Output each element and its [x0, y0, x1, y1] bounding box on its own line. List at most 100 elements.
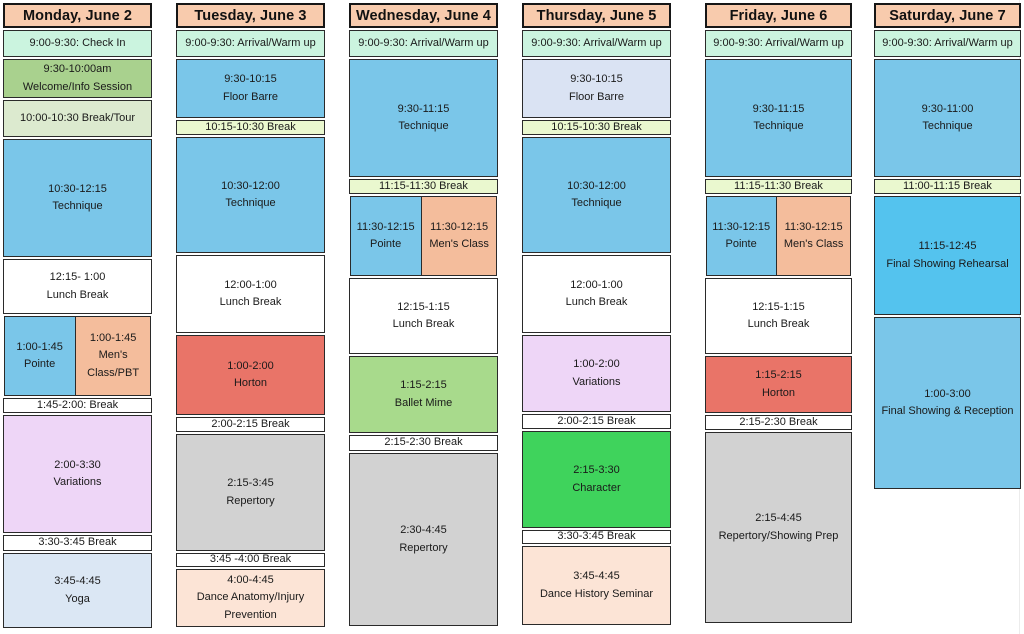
event-block[interactable]: 10:00-10:30 Break/Tour [3, 100, 152, 137]
event-block[interactable]: 2:00-3:30 Variations [3, 415, 152, 533]
day-column: Wednesday, June 4 9:00-9:30: Arrival/Warm… [349, 3, 498, 628]
event-text-line: 3:45 -4:00 Break [209, 553, 292, 566]
event-text-line: 9:30-11:15 [397, 102, 450, 115]
event-block[interactable]: 10:30-12:15 Technique [3, 139, 152, 257]
event-block[interactable]: 10:30-12:00 Technique [522, 137, 671, 253]
event-block[interactable]: 12:00-1:00 Lunch Break [522, 255, 671, 333]
event-block[interactable]: 1:00-2:00 Variations [522, 335, 671, 412]
event-block[interactable]: 9:30-11:15 Technique [349, 59, 498, 177]
event-text-line: Repertory [226, 494, 275, 507]
event-text-line: 12:00-1:00 [570, 278, 623, 291]
event-text-line: 9:00-9:30: Arrival/Warm up [358, 36, 489, 49]
event-block[interactable]: 9:30-11:00 Technique [874, 59, 1021, 177]
event-block[interactable]: 12:00-1:00 Lunch Break [176, 255, 325, 333]
event-text-line: 11:30-12:15 [356, 220, 415, 233]
event-block[interactable]: 9:00-9:30: Arrival/Warm up [349, 30, 498, 57]
event-text-line: 9:00-9:30: Arrival/Warm up [531, 36, 662, 49]
event-block[interactable]: 3:30-3:45 Break [522, 530, 671, 544]
event-block[interactable]: 10:15-10:30 Break [522, 120, 671, 135]
event-text-line: 9:30-11:15 [752, 102, 805, 115]
event-text-line: 10:30-12:15 [48, 182, 107, 195]
event-block[interactable]: 9:00-9:30: Check In [3, 30, 152, 57]
event-block[interactable]: 3:45-4:45 Yoga [3, 553, 152, 628]
event-text-line: 1:45-2:00: Break [36, 398, 119, 411]
event-text-line: 11:30-12:15 [784, 220, 843, 233]
event-text-line: Horton [761, 386, 796, 399]
event-block[interactable]: 1:00-3:00 Final Showing & Reception [874, 317, 1021, 489]
event-block[interactable]: 2:15-2:30 Break [349, 435, 498, 451]
day-column: Tuesday, June 3 9:00-9:30: Arrival/Warm u… [176, 3, 325, 629]
event-text-line: 11:15-12:45 [918, 240, 977, 253]
event-block[interactable]: 1:00-1:45 Pointe [3, 316, 76, 396]
event-block-split-row: 1:00-1:45 Pointe 1:00-1:45 Men's Class/PBT [3, 316, 152, 396]
event-block[interactable]: 12:15-1:15 Lunch Break [349, 278, 498, 354]
event-block[interactable]: 2:15-3:45 Repertory [176, 434, 325, 551]
event-text-line: Final Showing & Reception [881, 405, 1014, 417]
event-block[interactable]: 9:00-9:30: Arrival/Warm up [522, 30, 671, 57]
event-block[interactable]: 1:45-2:00: Break [3, 398, 152, 413]
event-block[interactable]: 2:15-2:30 Break [705, 415, 852, 430]
event-text-line: 9:30-10:15 [570, 73, 623, 86]
event-text-line: 3:30-3:45 Break [557, 530, 636, 543]
event-block[interactable]: 11:15-11:30 Break [705, 179, 852, 194]
event-text-line: Technique [753, 120, 804, 132]
event-block[interactable]: 1:00-1:45 Men's Class/PBT [74, 316, 152, 396]
day-header[interactable]: Wednesday, June 4 [349, 3, 498, 28]
event-block[interactable]: 11:30-12:15 Pointe [705, 196, 777, 276]
event-text-line: 1:00-3:00 [924, 387, 971, 400]
event-block[interactable]: 9:30-10:15 Floor Barre [176, 59, 325, 118]
day-header[interactable]: Saturday, June 7 [874, 3, 1021, 28]
event-block[interactable]: 1:00-2:00 Horton [176, 335, 325, 415]
event-block[interactable]: 2:15-3:30 Character [522, 431, 671, 528]
event-block[interactable]: 1:15-2:15 Horton [705, 356, 852, 413]
event-block-split-row: 11:30-12:15 Pointe 11:30-12:15 Men's Class [705, 196, 852, 276]
event-text-line: 9:00-9:30: Arrival/Warm up [185, 36, 316, 49]
event-text-line: Technique [52, 200, 103, 212]
event-block[interactable]: 9:30-10:00am Welcome/Info Session [3, 59, 152, 98]
event-text-line: 2:00-2:15 Break [557, 414, 636, 427]
event-block[interactable]: 3:45 -4:00 Break [176, 553, 325, 567]
event-text-line: Lunch Break [747, 318, 810, 330]
event-block[interactable]: 2:15-4:45 Repertory/Showing Prep [705, 432, 852, 623]
event-text-line: 2:00-3:30 [54, 458, 101, 471]
event-block[interactable]: 2:00-2:15 Break [176, 417, 325, 432]
event-block[interactable]: 9:00-9:30: Arrival/Warm up [705, 30, 852, 57]
event-block[interactable]: 11:15-11:30 Break [349, 179, 498, 194]
event-block[interactable]: 10:30-12:00 Technique [176, 137, 325, 253]
day-header[interactable]: Monday, June 2 [3, 3, 152, 28]
event-text-line: 1:00-1:45 [89, 332, 137, 345]
event-text-line: Floor Barre [568, 90, 625, 103]
day-column: Friday, June 6 9:00-9:30: Arrival/Warm up… [705, 3, 852, 625]
event-block[interactable]: 9:30-10:15 Floor Barre [522, 59, 671, 118]
event-block[interactable]: 4:00-4:45 Dance Anatomy/Injury Prevention [176, 569, 325, 627]
event-text-line: Pointe [24, 358, 56, 370]
event-block[interactable]: 9:00-9:30: Arrival/Warm up [874, 30, 1021, 57]
event-block[interactable]: 3:30-3:45 Break [3, 535, 152, 551]
day-header[interactable]: Friday, June 6 [705, 3, 852, 28]
event-block[interactable]: 12:15- 1:00 Lunch Break [3, 259, 152, 314]
event-text-line: Variations [53, 476, 102, 488]
event-block[interactable]: 11:00-11:15 Break [874, 179, 1021, 194]
event-block[interactable]: 2:00-2:15 Break [522, 414, 671, 429]
event-block[interactable]: 12:15-1:15 Lunch Break [705, 278, 852, 354]
event-block[interactable]: 11:15-12:45 Final Showing Rehearsal [874, 196, 1021, 315]
event-block[interactable]: 11:30-12:15 Men's Class [775, 196, 852, 276]
event-block[interactable]: 10:15-10:30 Break [176, 120, 325, 135]
event-text-line: Pointe [725, 238, 757, 250]
event-text-line: 11:15-11:30 Break [734, 179, 823, 192]
day-header[interactable]: Tuesday, June 3 [176, 3, 325, 28]
event-block[interactable]: 11:30-12:15 Pointe [349, 196, 422, 276]
event-block[interactable]: 3:45-4:45 Dance History Seminar [522, 546, 671, 625]
day-header[interactable]: Thursday, June 5 [522, 3, 671, 28]
event-text-line: 2:30-4:45 [400, 524, 447, 537]
event-block[interactable]: 1:15-2:15 Ballet Mime [349, 356, 498, 433]
event-text-line: 1:00-2:00 [227, 359, 274, 372]
event-block[interactable]: 9:30-11:15 Technique [705, 59, 852, 177]
event-text-line: Final Showing Rehearsal [886, 257, 1009, 270]
event-text-line: 3:45-4:45 [54, 575, 101, 588]
event-block[interactable]: 11:30-12:15 Men's Class [420, 196, 498, 276]
event-block[interactable]: 9:00-9:30: Arrival/Warm up [176, 30, 325, 57]
event-block[interactable]: 2:30-4:45 Repertory [349, 453, 498, 626]
event-text-line: 3:30-3:45 Break [38, 536, 117, 549]
